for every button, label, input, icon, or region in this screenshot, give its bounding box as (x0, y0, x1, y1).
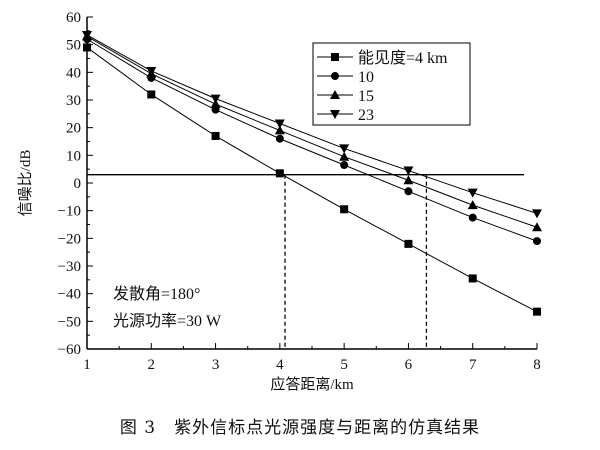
data-point-0 (275, 169, 284, 178)
y-tick-label: 30 (66, 93, 81, 109)
legend-marker (330, 110, 340, 119)
data-point-0 (468, 274, 477, 283)
x-tick-label: 8 (533, 357, 541, 373)
legend-label: 23 (358, 107, 374, 124)
x-axis-label: 应答距离/km (270, 375, 354, 393)
data-point-3 (146, 66, 157, 76)
data-point-0 (83, 43, 91, 52)
x-tick-label: 3 (212, 357, 220, 373)
legend-label: 10 (358, 69, 374, 86)
data-point-3 (532, 209, 542, 219)
x-tick-label: 7 (469, 357, 477, 373)
data-point-0 (147, 90, 156, 99)
data-point-0 (211, 131, 220, 140)
y-tick-label: −10 (58, 204, 81, 220)
data-point-1 (468, 213, 477, 222)
y-tick-label: 10 (66, 148, 81, 164)
series-line-0 (86, 47, 538, 313)
data-point-0 (404, 239, 413, 248)
data-point-2 (532, 222, 542, 232)
data-point-3 (403, 166, 414, 176)
x-tick-label: 4 (276, 357, 284, 373)
data-point-3 (467, 188, 478, 198)
figure-caption: 图 3 紫外信标点光源强度与距离的仿真结果 (119, 418, 481, 438)
data-point-2 (403, 175, 414, 185)
data-point-2 (467, 200, 478, 210)
data-point-2 (339, 151, 350, 161)
series-line-3 (86, 34, 538, 214)
y-tick-label: −60 (58, 342, 81, 358)
legend-marker (331, 53, 339, 61)
series-line-1 (86, 38, 538, 242)
data-point-1 (340, 161, 349, 170)
data-point-3 (274, 119, 285, 129)
y-tick-label: 60 (66, 10, 81, 26)
y-tick-label: 20 (66, 121, 81, 137)
y-tick-label: 40 (66, 65, 81, 81)
annotation: 光源功率=30 W (113, 312, 222, 330)
x-tick-label: 6 (405, 357, 413, 373)
data-point-2 (274, 125, 285, 135)
y-tick-label: −30 (58, 259, 81, 275)
annotation: 发散角=180° (113, 285, 200, 303)
data-point-0 (340, 205, 349, 214)
data-point-1 (404, 187, 413, 196)
legend-label: 能见度=4 km (358, 49, 448, 67)
y-tick-label: −20 (58, 231, 81, 247)
y-axis-label: 信噪比/dB (17, 150, 34, 217)
x-tick-label: 1 (83, 357, 91, 373)
series-line-2 (86, 35, 538, 228)
y-tick-label: −40 (58, 287, 81, 303)
data-point-3 (82, 30, 92, 40)
legend-marker (331, 72, 339, 80)
data-point-2 (210, 99, 221, 109)
data-point-1 (533, 237, 541, 246)
y-tick-label: −50 (58, 314, 81, 330)
x-tick-label: 2 (148, 357, 156, 373)
legend-label: 15 (358, 88, 374, 105)
data-point-3 (339, 144, 350, 154)
data-point-3 (210, 94, 221, 104)
x-tick-label: 5 (340, 357, 348, 373)
legend-marker (330, 90, 340, 99)
data-point-1 (275, 134, 284, 143)
data-point-0 (533, 307, 541, 316)
y-tick-label: 50 (66, 38, 81, 54)
y-tick-label: 0 (74, 176, 82, 192)
